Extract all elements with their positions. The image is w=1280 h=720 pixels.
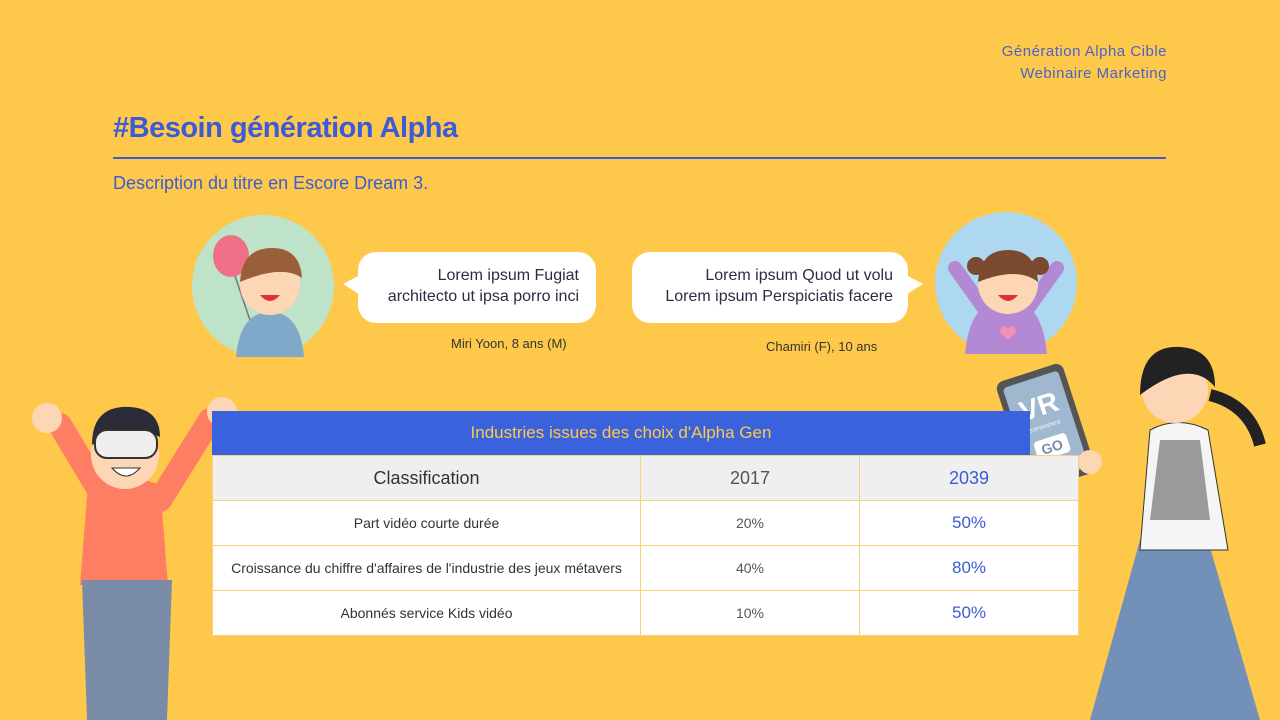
table-row: Part vidéo courte durée 20% 50%	[212, 500, 1079, 546]
hair-bun	[1031, 257, 1049, 275]
pants	[82, 580, 172, 720]
skirt	[1090, 530, 1260, 720]
speech-bubble: Lorem ipsum Fugiat architecto ut ipsa po…	[358, 252, 596, 323]
table-row: Abonnés service Kids vidéo 10% 50%	[212, 590, 1079, 636]
tablet-text: GO	[1039, 436, 1065, 458]
hair	[1140, 346, 1215, 395]
mouth	[998, 295, 1018, 301]
hand	[32, 403, 62, 433]
body	[236, 312, 304, 357]
heart	[1000, 326, 1016, 340]
caption: Chamiri (F), 10 ans	[766, 339, 878, 354]
bubble-tail	[904, 275, 923, 296]
vr-headset	[94, 429, 158, 459]
divider	[113, 157, 1166, 159]
row-label: Part vidéo courte durée	[212, 500, 641, 546]
quote-line: architecto ut ipsa porro inci	[387, 288, 579, 305]
table: Industries issues des choix d'Alpha Gen …	[212, 411, 1079, 636]
column-header: 2039	[859, 455, 1079, 501]
caption: Miri Yoon, 8 ans (M)	[451, 336, 567, 351]
bubble-tail	[343, 275, 362, 296]
tag-line: Webinaire Marketing	[1020, 65, 1167, 82]
title: #Besoin génération Alpha	[113, 112, 458, 144]
cell-value: 50%	[859, 500, 1079, 546]
speech-bubble: Lorem ipsum Quod ut volu Lorem ipsum Per…	[632, 252, 908, 323]
arms	[948, 261, 1064, 317]
cell-value: 40%	[640, 545, 860, 591]
hair	[240, 248, 302, 282]
balloon	[213, 235, 249, 277]
mouth	[260, 295, 280, 301]
table-body: Part vidéo courte durée 20% 50% Croissance …	[212, 500, 1079, 636]
table-title: Industries issues des choix d'Alpha Gen	[212, 411, 1030, 455]
hair-bun	[967, 257, 985, 275]
column-header: 2017	[640, 455, 860, 501]
cell-value: 20%	[640, 500, 860, 546]
vest	[1150, 440, 1210, 520]
ponytail	[1208, 389, 1266, 447]
row-label: Abonnés service Kids vidéo	[212, 590, 641, 636]
quote-line: Lorem ipsum Fugiat	[437, 267, 579, 284]
data-table: Classification 2017 2039 Part vidéo cour…	[212, 455, 1079, 636]
mouth	[110, 467, 142, 477]
table-row: Croissance du chiffre d'affaires de l'in…	[212, 545, 1079, 591]
cell-value: 80%	[859, 545, 1079, 591]
subtitle: Description du titre en Escore Dream 3.	[113, 173, 429, 193]
shirt	[80, 477, 168, 585]
hand	[1078, 450, 1102, 474]
quote-line: Lorem ipsum Perspiciatis facere	[665, 288, 893, 305]
tag-line: Génération Alpha Cible	[1001, 43, 1167, 60]
row-label: Croissance du chiffre d'affaires de l'in…	[212, 545, 641, 591]
tablet-button	[1033, 433, 1071, 461]
hair	[978, 250, 1038, 282]
cell-value: 50%	[859, 590, 1079, 636]
cell-value: 10%	[640, 590, 860, 636]
quote-line: Lorem ipsum Quod ut volu	[705, 267, 893, 284]
column-header: Classification	[212, 455, 641, 501]
header-row: Classification 2017 2039	[212, 455, 1079, 501]
